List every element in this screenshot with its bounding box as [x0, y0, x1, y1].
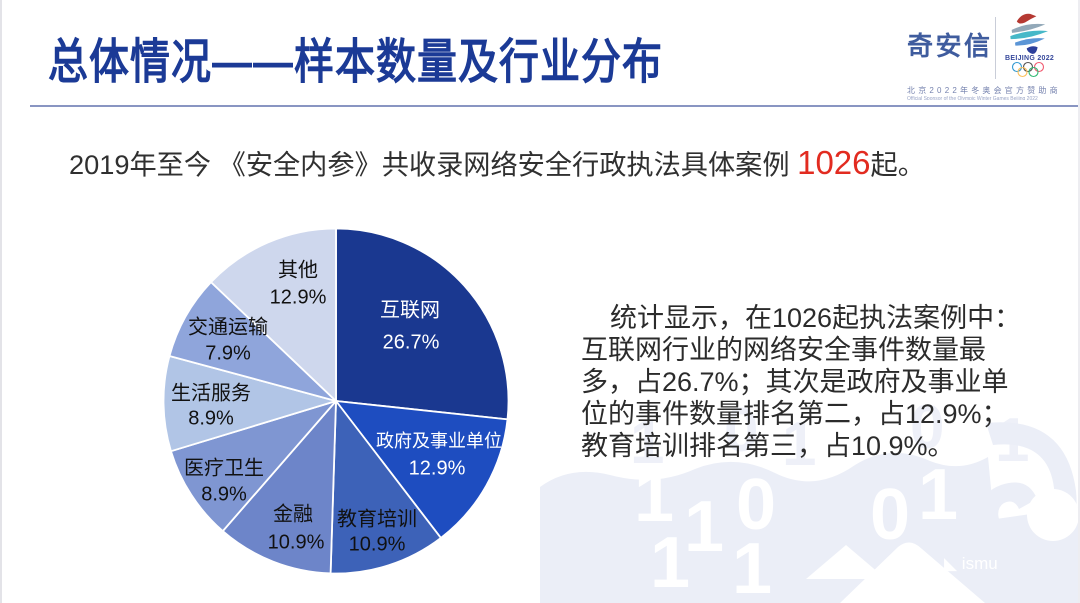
svg-text:◣ ismu: ◣ ismu [944, 554, 998, 573]
svg-text:BEIJING 2022: BEIJING 2022 [1005, 55, 1054, 62]
svg-text:Official Sponsor of the Olympi: Official Sponsor of the Olympic Winter G… [907, 96, 1038, 100]
svg-text:奇安信: 奇安信 [907, 32, 993, 61]
svg-text:0: 0 [724, 396, 758, 465]
svg-text:1: 1 [732, 529, 772, 603]
svg-text:1: 1 [650, 523, 690, 603]
svg-text:1: 1 [684, 487, 724, 567]
svg-text:0: 0 [910, 393, 944, 462]
svg-text:1: 1 [634, 457, 674, 537]
svg-text:1: 1 [630, 408, 664, 477]
svg-text:0: 0 [736, 465, 776, 545]
svg-text:北京2022年冬奥会官方赞助商: 北京2022年冬奥会官方赞助商 [907, 85, 1061, 95]
svg-text:0: 0 [870, 475, 910, 555]
svg-text:1: 1 [918, 455, 958, 535]
svg-text:1: 1 [782, 410, 816, 479]
